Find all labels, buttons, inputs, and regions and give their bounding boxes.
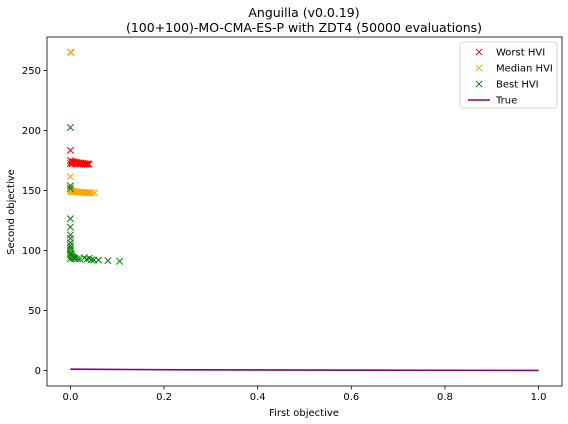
data-point-x-marker [66,223,74,231]
x-axis-label: First objective [269,408,339,419]
data-point-x-marker [88,189,96,197]
data-point-x-marker [66,185,74,193]
x-tick-label: 0.6 [343,392,359,403]
y-tick-label: 0 [35,366,41,377]
chart-title: Anguilla (v0.0.19) [248,5,359,20]
data-point-x-marker [67,187,75,196]
data-point-x-marker [91,189,99,197]
data-point-x-marker [67,49,75,57]
legend-box [459,41,558,109]
data-point-x-marker [85,189,93,197]
series-best-hvi [66,123,124,265]
chart-subtitle: (100+100)-MO-CMA-ES-P with ZDT4 (50000 e… [126,20,482,35]
series-worst-hvi [66,146,93,168]
y-tick-label: 150 [22,186,41,197]
legend-x-marker [475,64,483,72]
data-point-x-marker [66,173,74,181]
y-tick-label: 50 [28,306,41,317]
legend: Worst HVI Median HVI Best HVI True [459,41,558,109]
legend-entry-label: True [495,96,517,107]
data-point-x-marker [66,123,74,132]
y-tick-label: 100 [22,246,41,257]
data-point-x-marker [76,255,84,263]
data-point-x-marker [85,160,93,168]
data-point-x-marker [68,160,76,168]
data-point-x-marker [66,231,74,239]
y-axis-ticks: 0 50 100 150 200 250 [22,66,47,377]
series-true [70,368,539,372]
legend-entry-label: Worst HVI [496,48,545,59]
data-point-x-marker [73,255,81,263]
data-point-x-marker [104,257,112,265]
x-axis-ticks: 0.0 0.2 0.4 0.6 0.8 1.0 [62,386,547,403]
y-tick-label: 200 [22,126,41,137]
legend-x-marker [475,80,483,88]
legend-entry-label: Median HVI [496,64,553,75]
data-point-x-marker [69,188,77,196]
x-tick-label: 0.4 [250,392,266,403]
x-tick-label: 1.0 [531,392,547,403]
data-point-x-marker [66,146,74,154]
legend-entry-label: Best HVI [496,80,539,91]
data-point-x-marker [71,160,79,168]
data-point-x-marker [66,239,74,247]
x-tick-label: 0.8 [437,392,453,403]
series-layer [66,48,539,372]
data-point-x-marker [87,256,96,264]
x-tick-label: 0.2 [156,392,172,403]
data-point-x-marker [67,250,75,258]
true-front-line [70,368,539,372]
data-point-x-marker [94,256,103,264]
x-tick-label: 0.0 [62,392,78,403]
plot-area-frame [46,36,563,387]
data-point-x-marker [66,215,74,223]
series-median-hvi [66,48,99,197]
y-tick-label: 250 [22,66,41,77]
legend-x-marker [475,48,483,56]
y-axis-label: Second objective [6,169,17,255]
data-point-x-marker [66,182,74,190]
data-point-x-marker [116,257,124,265]
